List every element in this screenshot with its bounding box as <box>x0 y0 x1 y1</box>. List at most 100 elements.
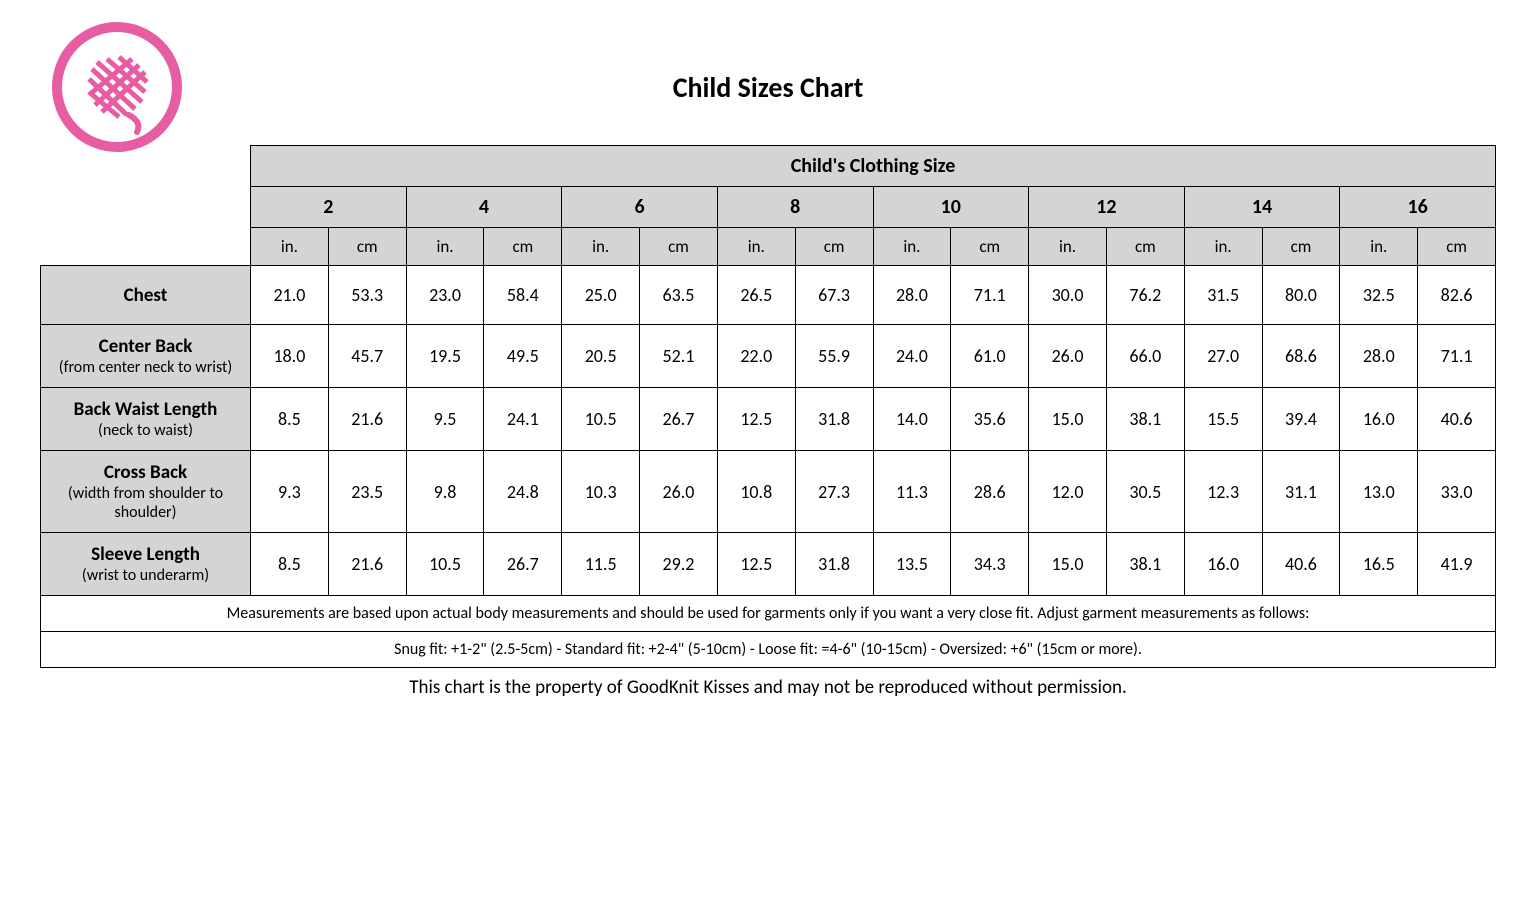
size-header: 14 <box>1184 187 1340 228</box>
data-cell: 68.6 <box>1262 325 1340 388</box>
data-cell: 26.5 <box>717 266 795 325</box>
data-cell: 13.5 <box>873 533 951 596</box>
data-cell: 11.3 <box>873 451 951 533</box>
data-cell: 27.3 <box>795 451 873 533</box>
size-header: 8 <box>717 187 873 228</box>
table-row: Back Waist Length(neck to waist)8.521.69… <box>41 388 1496 451</box>
data-cell: 38.1 <box>1106 388 1184 451</box>
data-cell: 18.0 <box>251 325 329 388</box>
data-cell: 8.5 <box>251 388 329 451</box>
data-cell: 27.0 <box>1184 325 1262 388</box>
table-header: Child's Clothing Size <box>251 146 1496 187</box>
data-cell: 40.6 <box>1418 388 1496 451</box>
unit-header: in. <box>562 228 640 266</box>
data-cell: 9.8 <box>406 451 484 533</box>
table-row: Sleeve Length(wrist to underarm)8.521.61… <box>41 533 1496 596</box>
data-cell: 9.3 <box>251 451 329 533</box>
row-label-main: Back Waist Length <box>49 398 242 421</box>
data-cell: 61.0 <box>951 325 1029 388</box>
data-cell: 28.0 <box>1340 325 1418 388</box>
data-cell: 26.7 <box>484 533 562 596</box>
unit-header: cm <box>795 228 873 266</box>
data-cell: 39.4 <box>1262 388 1340 451</box>
row-label: Cross Back(width from shoulder to should… <box>41 451 251 533</box>
data-cell: 12.3 <box>1184 451 1262 533</box>
data-cell: 14.0 <box>873 388 951 451</box>
row-label: Sleeve Length(wrist to underarm) <box>41 533 251 596</box>
data-cell: 26.0 <box>640 451 718 533</box>
data-cell: 30.5 <box>1106 451 1184 533</box>
size-header: 6 <box>562 187 718 228</box>
data-cell: 23.5 <box>328 451 406 533</box>
table-row: Center Back(from center neck to wrist)18… <box>41 325 1496 388</box>
data-cell: 20.5 <box>562 325 640 388</box>
data-cell: 10.5 <box>406 533 484 596</box>
table-row: Cross Back(width from shoulder to should… <box>41 451 1496 533</box>
data-cell: 49.5 <box>484 325 562 388</box>
data-cell: 21.0 <box>251 266 329 325</box>
unit-header: cm <box>328 228 406 266</box>
unit-header: cm <box>1262 228 1340 266</box>
unit-header: in. <box>1340 228 1418 266</box>
data-cell: 12.5 <box>717 533 795 596</box>
data-cell: 12.0 <box>1029 451 1107 533</box>
data-cell: 19.5 <box>406 325 484 388</box>
unit-header: cm <box>1418 228 1496 266</box>
data-cell: 33.0 <box>1418 451 1496 533</box>
logo <box>45 15 190 165</box>
data-cell: 55.9 <box>795 325 873 388</box>
unit-header: in. <box>1184 228 1262 266</box>
unit-header: cm <box>484 228 562 266</box>
data-cell: 16.0 <box>1340 388 1418 451</box>
unit-header: in. <box>1029 228 1107 266</box>
data-cell: 71.1 <box>1418 325 1496 388</box>
data-cell: 26.0 <box>1029 325 1107 388</box>
data-cell: 25.0 <box>562 266 640 325</box>
data-cell: 80.0 <box>1262 266 1340 325</box>
data-cell: 76.2 <box>1106 266 1184 325</box>
data-cell: 66.0 <box>1106 325 1184 388</box>
data-cell: 12.5 <box>717 388 795 451</box>
data-cell: 34.3 <box>951 533 1029 596</box>
unit-header: cm <box>1106 228 1184 266</box>
unit-header: in. <box>873 228 951 266</box>
size-header: 10 <box>873 187 1029 228</box>
data-cell: 38.1 <box>1106 533 1184 596</box>
page-title: Child Sizes Chart <box>40 70 1496 105</box>
data-cell: 10.3 <box>562 451 640 533</box>
size-header: 16 <box>1340 187 1496 228</box>
data-cell: 41.9 <box>1418 533 1496 596</box>
data-cell: 31.8 <box>795 533 873 596</box>
footer-copyright: This chart is the property of GoodKnit K… <box>40 676 1496 699</box>
data-cell: 24.1 <box>484 388 562 451</box>
row-label: Chest <box>41 266 251 325</box>
row-label: Back Waist Length(neck to waist) <box>41 388 251 451</box>
data-cell: 45.7 <box>328 325 406 388</box>
note-fit-guide: Snug fit: +1-2" (2.5-5cm) - Standard fit… <box>41 632 1496 668</box>
data-cell: 31.5 <box>1184 266 1262 325</box>
size-header: 2 <box>251 187 407 228</box>
data-cell: 24.8 <box>484 451 562 533</box>
data-cell: 10.5 <box>562 388 640 451</box>
row-label: Center Back(from center neck to wrist) <box>41 325 251 388</box>
data-cell: 21.6 <box>328 388 406 451</box>
data-cell: 30.0 <box>1029 266 1107 325</box>
data-cell: 9.5 <box>406 388 484 451</box>
data-cell: 35.6 <box>951 388 1029 451</box>
data-cell: 40.6 <box>1262 533 1340 596</box>
unit-header: in. <box>717 228 795 266</box>
data-cell: 22.0 <box>717 325 795 388</box>
unit-header: in. <box>251 228 329 266</box>
row-label-sub: (wrist to underarm) <box>49 566 242 585</box>
data-cell: 52.1 <box>640 325 718 388</box>
data-cell: 28.6 <box>951 451 1029 533</box>
data-cell: 58.4 <box>484 266 562 325</box>
unit-header: cm <box>951 228 1029 266</box>
data-cell: 11.5 <box>562 533 640 596</box>
data-cell: 15.0 <box>1029 388 1107 451</box>
row-label-main: Chest <box>49 284 242 307</box>
data-cell: 24.0 <box>873 325 951 388</box>
data-cell: 10.8 <box>717 451 795 533</box>
row-label-main: Cross Back <box>49 461 242 484</box>
data-cell: 31.1 <box>1262 451 1340 533</box>
